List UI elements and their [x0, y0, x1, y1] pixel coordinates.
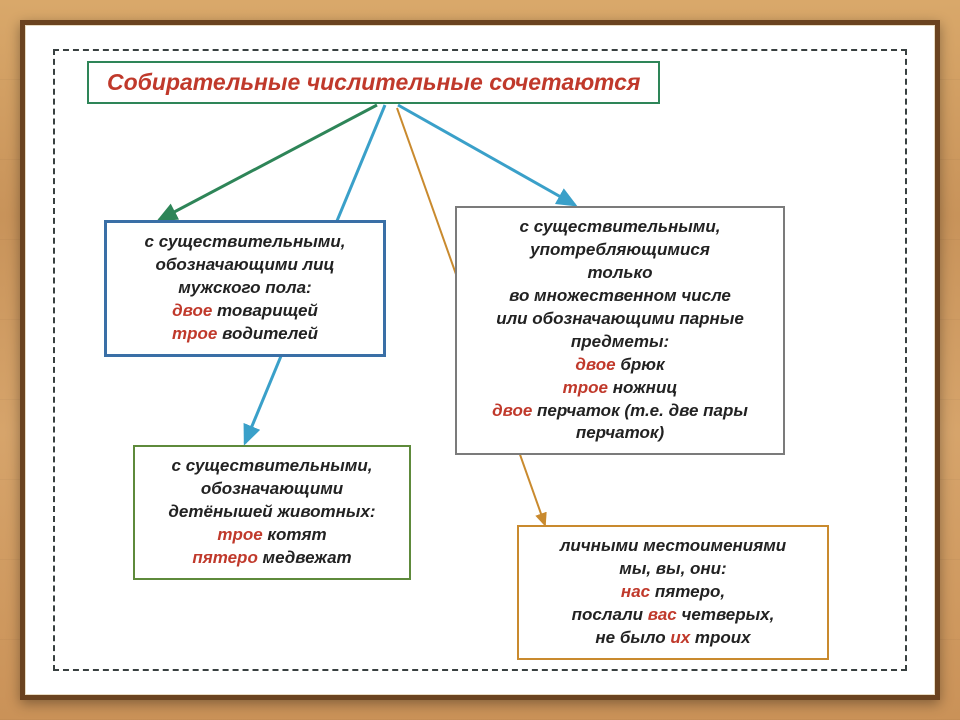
box-example: не было их троих: [529, 627, 817, 650]
box-example: перчаток): [467, 422, 773, 445]
box-line: только: [467, 262, 773, 285]
box-line: личными местоимениями: [529, 535, 817, 558]
box-line: предметы:: [467, 331, 773, 354]
box-example: трое ножниц: [467, 377, 773, 400]
box-plural-only-nouns: с существительными,употребляющимисятольк…: [455, 206, 785, 455]
box-line: с существительными,: [145, 455, 399, 478]
title-box: Собирательные числительные сочетаются: [87, 61, 660, 104]
box-line: обозначающими: [145, 478, 399, 501]
box-line: употребляющимися: [467, 239, 773, 262]
box-line: или обозначающими парные: [467, 308, 773, 331]
box-example: послали вас четверых,: [529, 604, 817, 627]
title-text: Собирательные числительные сочетаются: [107, 69, 640, 95]
box-personal-pronouns: личными местоимениямимы, вы, они:нас пят…: [517, 525, 829, 660]
box-line: мы, вы, они:: [529, 558, 817, 581]
box-line: с существительными,: [117, 231, 373, 254]
box-baby-animals: с существительными,обозначающимидетёныше…: [133, 445, 411, 580]
box-masculine-nouns: с существительными,обозначающими лицмужс…: [104, 220, 386, 357]
box-example: двое брюк: [467, 354, 773, 377]
box-line: мужского пола:: [117, 277, 373, 300]
box-example: нас пятеро,: [529, 581, 817, 604]
box-example: двое перчаток (т.е. две пары: [467, 400, 773, 423]
box-example: трое водителей: [117, 323, 373, 346]
box-example: пятеро медвежат: [145, 547, 399, 570]
box-example: двое товарищей: [117, 300, 373, 323]
box-line: детёнышей животных:: [145, 501, 399, 524]
box-example: трое котят: [145, 524, 399, 547]
box-line: обозначающими лиц: [117, 254, 373, 277]
box-line: во множественном числе: [467, 285, 773, 308]
slide-frame: Собирательные числительные сочетаются с …: [20, 20, 940, 700]
box-line: с существительными,: [467, 216, 773, 239]
